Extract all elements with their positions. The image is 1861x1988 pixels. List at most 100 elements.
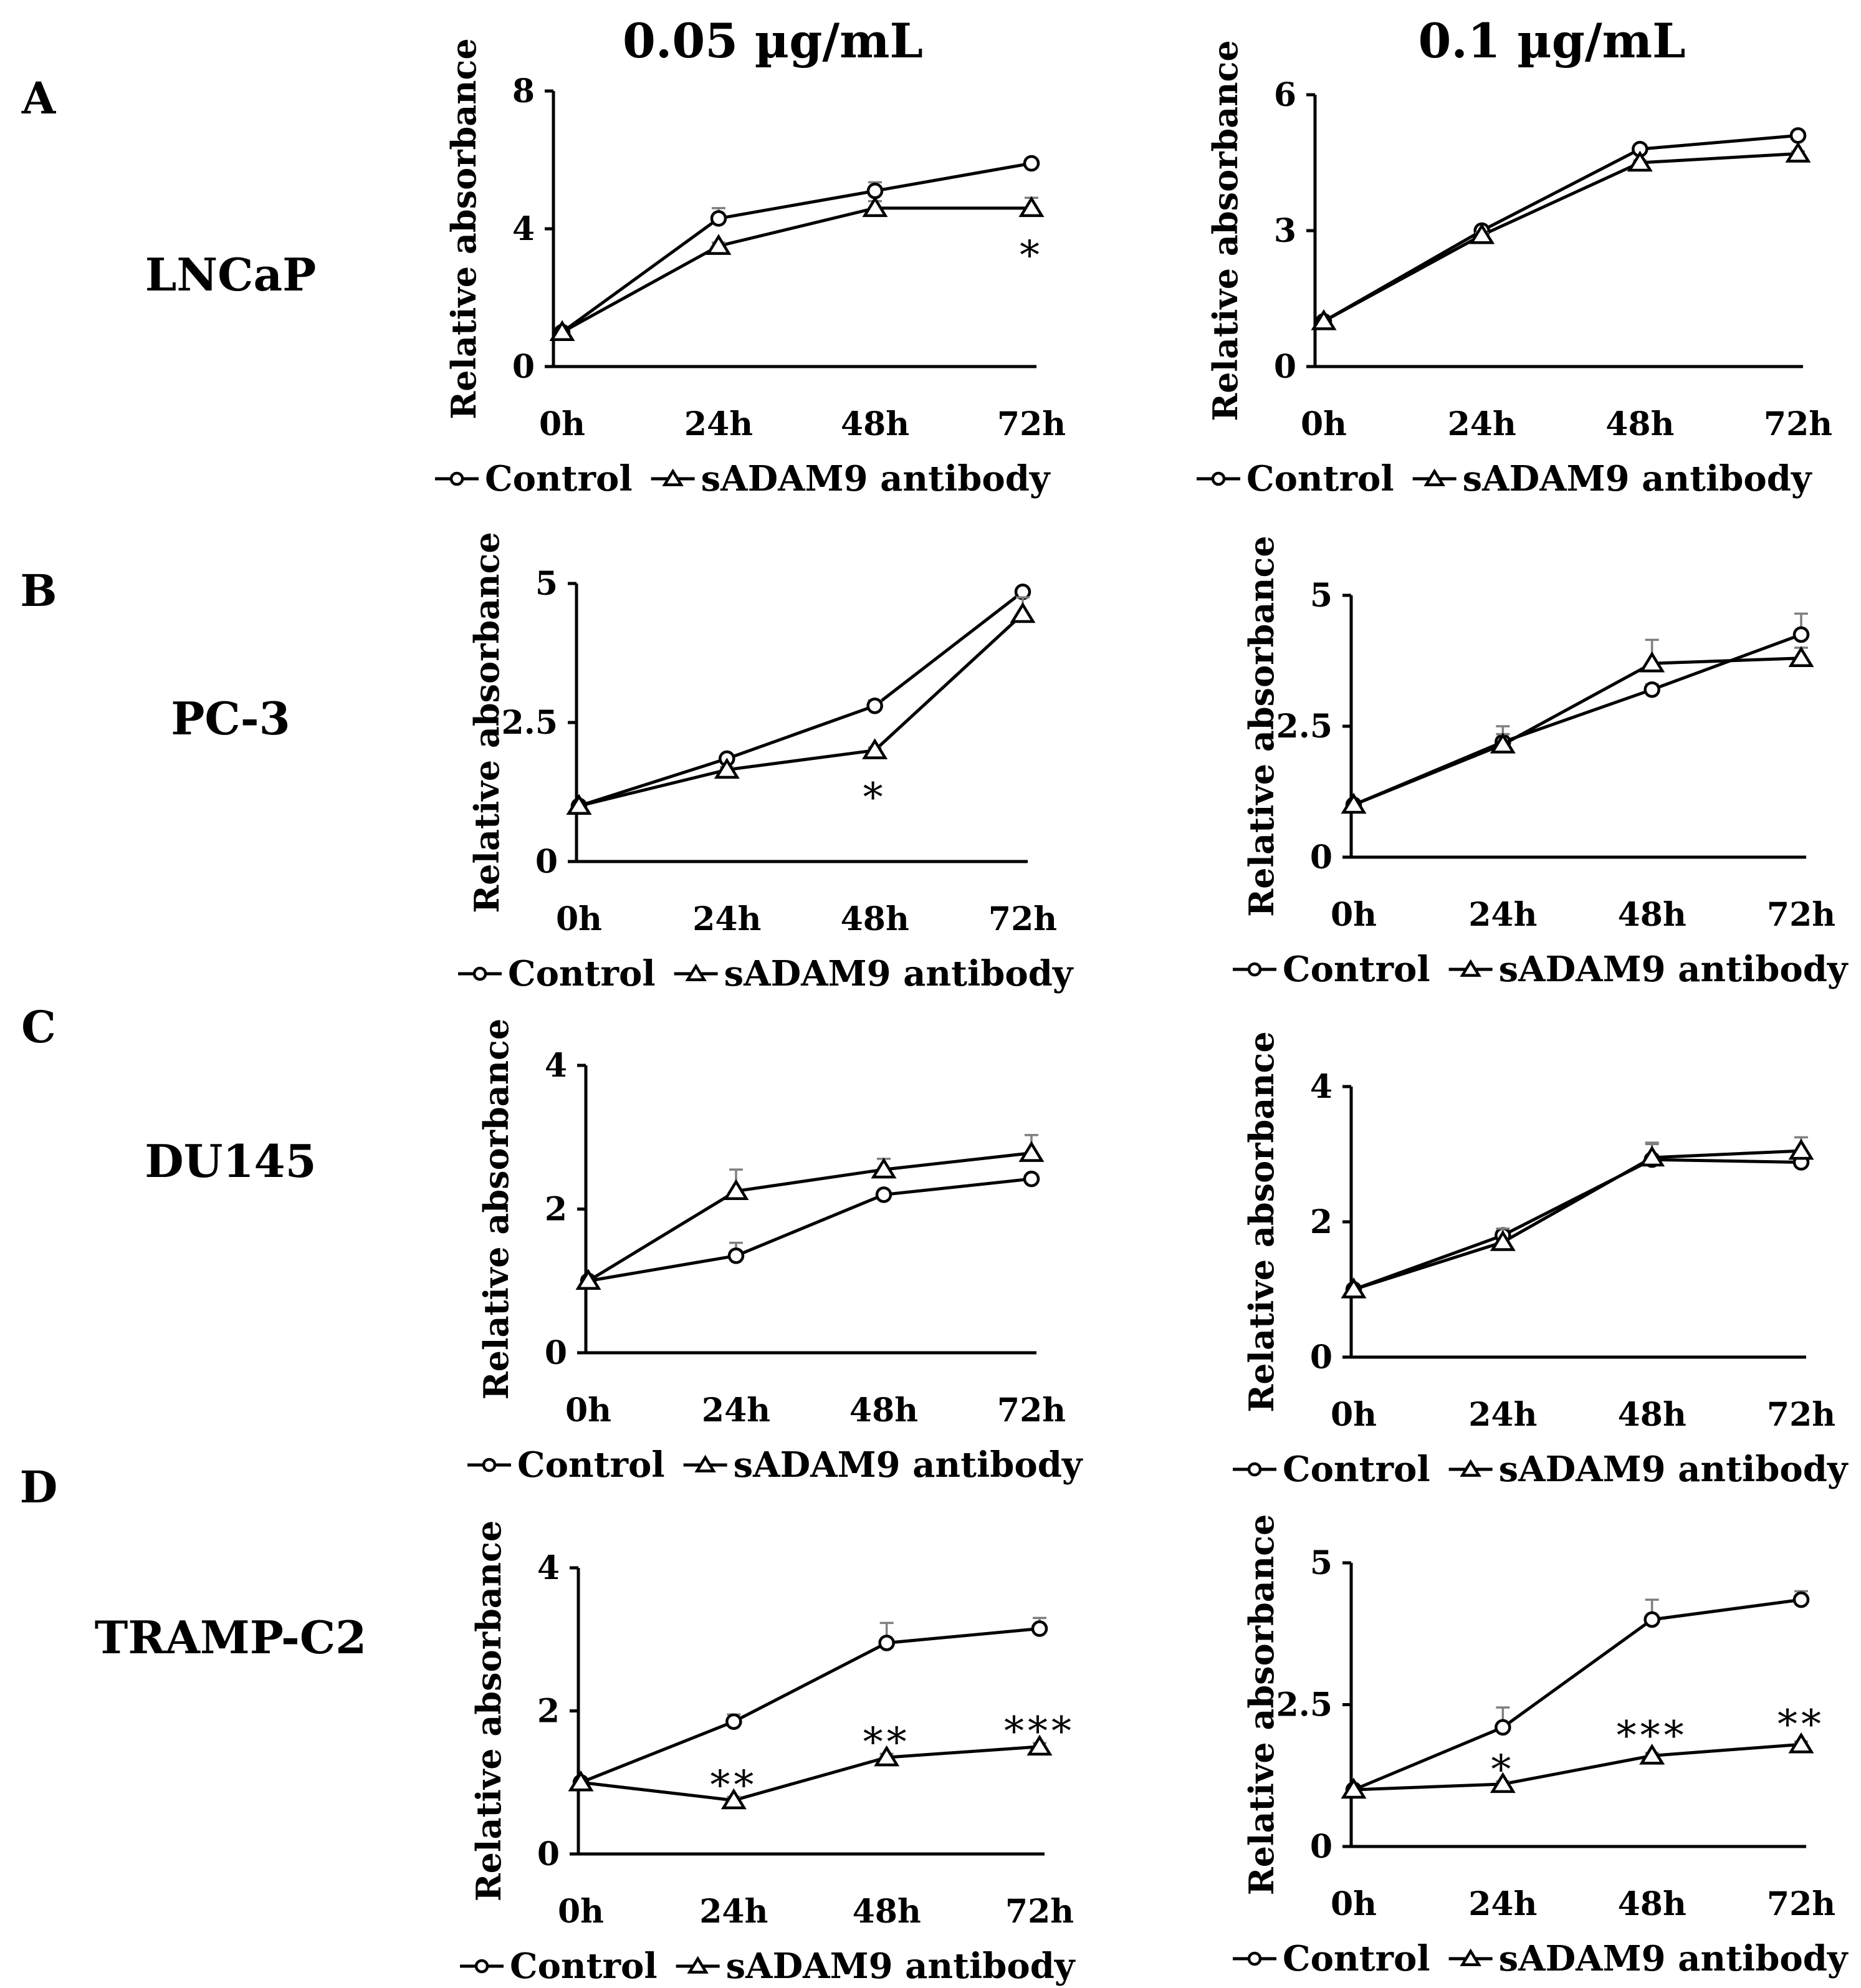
data-point-antibody — [720, 1788, 747, 1810]
legend-label-control: Control — [517, 1444, 665, 1486]
legend-marker-antibody — [1460, 1948, 1481, 1966]
x-tick-label: 48h — [841, 405, 909, 443]
legend: Control sADAM9 antibody — [1233, 1938, 1849, 1979]
series-line-antibody — [580, 1745, 1040, 1802]
x-tick-label: 24h — [1468, 1396, 1537, 1434]
y-axis-title: Relative absorbance — [467, 532, 507, 913]
y-tick-label: 0 — [1310, 838, 1332, 876]
legend-marker-antibody — [694, 1454, 716, 1472]
x-tick-label: 0h — [1331, 896, 1377, 934]
data-point-antibody — [1639, 651, 1665, 673]
chart-panel-c-low-dose: 0 2 4 0h 24h 48h 72h Relative absorbance Control… — [467, 1019, 1083, 1486]
legend-label-control: Control — [1283, 1938, 1430, 1979]
y-tick-label: 8 — [512, 72, 535, 110]
y-axis-title: Relative absorbance — [1241, 1514, 1281, 1896]
data-point-antibody — [862, 196, 888, 218]
legend-marker-antibody — [1460, 959, 1481, 977]
data-point-antibody — [874, 1745, 900, 1767]
data-point-control — [1792, 626, 1810, 643]
x-tick-label: 48h — [853, 1893, 921, 1931]
series-line-antibody — [1323, 151, 1799, 323]
series-line-antibody — [1353, 656, 1802, 807]
series-line-control — [1353, 1598, 1802, 1792]
legend: Control sADAM9 antibody — [467, 1444, 1083, 1486]
y-axis-title: Relative absorbance — [1205, 40, 1245, 421]
x-tick-label: 72h — [997, 1391, 1066, 1429]
data-point-control — [710, 210, 727, 227]
column-title-high-dose: 0.1 µg/mL — [1418, 13, 1685, 69]
legend-marker-antibody — [662, 468, 684, 486]
cell-line-label-tramp-c2: TRAMP-C2 — [95, 1611, 366, 1664]
cell-line-label-pc3: PC-3 — [171, 692, 290, 745]
series-line-antibody — [1353, 1742, 1802, 1792]
legend: Control sADAM9 antibody — [435, 458, 1051, 499]
legend: Control sADAM9 antibody — [458, 953, 1074, 994]
x-tick-label: 0h — [1331, 1396, 1377, 1434]
x-tick-label: 48h — [1605, 405, 1674, 443]
series-line-control — [588, 1177, 1032, 1283]
y-tick-label: 4 — [1310, 1068, 1332, 1106]
data-point-antibody — [1490, 1772, 1516, 1794]
data-point-antibody — [1341, 792, 1367, 814]
x-tick-label: 24h — [1468, 1885, 1537, 1923]
cell-line-label-du145: DU145 — [145, 1135, 317, 1188]
significance-marker: ** — [863, 1719, 911, 1765]
legend-marker-control — [1211, 471, 1226, 486]
data-point-antibody — [1469, 223, 1495, 244]
chart-panel-b-low-dose: 0 2.5 5 0h 24h 48h 72h Relative absorbance * Cont… — [458, 532, 1074, 994]
data-point-antibody — [1311, 309, 1337, 330]
legend-label-antibody: sADAM9 antibody — [726, 1946, 1076, 1987]
x-tick-label: 24h — [692, 900, 761, 938]
y-tick-label: 0 — [1274, 348, 1296, 386]
data-point-antibody — [1026, 1734, 1053, 1756]
series-line-control — [580, 1627, 1040, 1784]
x-tick-label: 24h — [699, 1893, 768, 1931]
legend: Control sADAM9 antibody — [1233, 949, 1849, 990]
data-point-antibody — [723, 1179, 749, 1200]
y-tick-label: 4 — [545, 1047, 567, 1085]
panel-letter-b: B — [20, 565, 57, 617]
data-point-control — [875, 1186, 892, 1203]
legend-marker-control — [474, 1959, 489, 1974]
legend-label-antibody: sADAM9 antibody — [701, 458, 1051, 499]
data-point-antibody — [1639, 1145, 1665, 1167]
data-point-antibody — [568, 1770, 594, 1792]
data-point-antibody — [714, 757, 740, 779]
data-point-antibody — [1018, 196, 1045, 218]
x-tick-label: 72h — [988, 900, 1057, 938]
x-tick-label: 72h — [997, 405, 1066, 443]
x-tick-label: 24h — [702, 1391, 770, 1429]
data-point-antibody — [1490, 1230, 1516, 1251]
y-tick-label: 2.5 — [1276, 708, 1332, 746]
panel-letter-a: A — [21, 72, 57, 124]
x-tick-label: 24h — [684, 405, 753, 443]
y-tick-label: 4 — [512, 210, 535, 248]
y-tick-label: 2 — [537, 1693, 560, 1731]
y-tick-label: 2.5 — [1276, 1686, 1332, 1724]
y-axis-title: Relative absorbance — [469, 1520, 509, 1902]
data-point-control — [727, 1247, 745, 1264]
data-point-antibody — [1341, 1277, 1367, 1299]
y-tick-label: 5 — [1310, 577, 1332, 615]
legend-label-antibody: sADAM9 antibody — [1499, 1449, 1849, 1490]
y-axis-title: Relative absorbance — [476, 1019, 516, 1400]
series-line-antibody — [587, 1151, 1032, 1282]
y-tick-label: 0 — [1310, 1338, 1332, 1376]
x-tick-label: 0h — [1301, 405, 1347, 443]
x-tick-label: 24h — [1448, 405, 1516, 443]
column-title-low-dose: 0.05 µg/mL — [623, 13, 923, 69]
data-point-control — [1023, 1170, 1040, 1188]
legend-marker-antibody — [1423, 468, 1445, 486]
legend-marker-control — [482, 1457, 497, 1472]
legend-marker-control — [449, 471, 464, 486]
x-tick-label: 48h — [841, 900, 909, 938]
x-tick-label: 0h — [565, 1391, 611, 1429]
data-point-control — [866, 697, 883, 714]
data-point-antibody — [1627, 150, 1653, 172]
x-tick-label: 48h — [1618, 1885, 1686, 1923]
significance-marker: *** — [1617, 1713, 1688, 1759]
legend-label-antibody: sADAM9 antibody — [1463, 458, 1812, 499]
data-point-antibody — [566, 794, 592, 815]
